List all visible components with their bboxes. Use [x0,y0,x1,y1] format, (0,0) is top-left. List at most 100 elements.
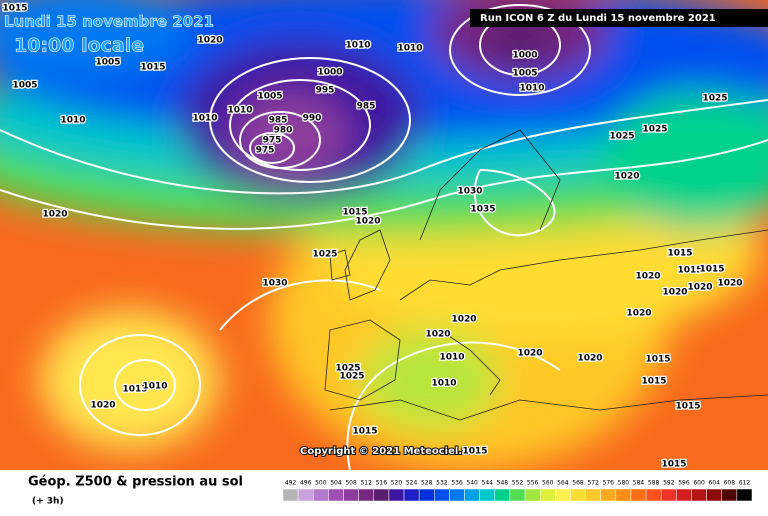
isobar-label: 1020 [451,315,476,325]
isobar-label: 1020 [577,354,602,364]
scale-label: 604 [708,480,720,487]
scale-swatch [297,488,314,502]
isobars [0,4,768,470]
scale-label: 612 [739,480,751,487]
isobar-label: 1010 [192,114,217,124]
isobar-label: 1025 [609,132,634,142]
scale-label: 496 [300,480,312,487]
isobar-label: 1015 [140,63,165,73]
coastlines [324,129,768,421]
isobar-label: 1020 [517,349,542,359]
scale-swatch [479,488,496,502]
footer-title: Géop. Z500 & pression au sol [28,475,243,490]
isobar-label: 1025 [335,364,360,374]
scale-swatch [282,488,299,502]
scale-label: 564 [557,480,569,487]
scale-swatch [434,488,450,502]
isobar-label: 985 [269,116,288,126]
color-scale: 492 496 500 504 508 512 516 520 524 528 532 536 540 5… [282,480,753,502]
isobar-label: 1020 [197,36,222,46]
isobar-label: 1020 [355,217,380,227]
isobar-label: 1005 [12,81,37,91]
isobar-label: 975 [256,146,275,156]
map [0,0,768,470]
scale-swatch [313,488,329,502]
isobar-label: 1025 [339,372,364,382]
scale-swatch [328,488,344,502]
scale-label: 600 [693,480,705,487]
isobar-label: 975 [263,136,282,146]
scale-swatch [343,488,359,502]
scale-swatch [358,488,375,502]
scale-label: 532 [436,480,448,487]
isobar-label: 1010 [397,44,422,54]
scale-label: 504 [330,480,342,487]
scale-swatch [570,488,586,502]
scale-swatch [464,488,480,502]
isobar-label: 1020 [626,309,651,319]
scale-label: 588 [648,480,660,487]
scale-swatch [388,488,405,502]
isobar-label: 1015 [667,249,692,259]
scale-swatch [524,488,541,502]
scale-label: 548 [497,480,509,487]
isobar-label: 1020 [425,330,450,340]
scale-swatch [615,488,632,502]
isobar-label: 1020 [662,288,687,298]
isobar-label: 1030 [457,187,482,197]
isobar-label: 1010 [345,41,370,51]
footer-step: (+ 3h) [32,497,64,507]
isobar-label: 1010 [142,382,167,392]
isobar-label: 1020 [717,279,742,289]
scale-swatch [539,488,556,502]
scale-swatch [691,488,707,502]
isobar-label: 1015 [661,460,686,470]
isobar-label: 1010 [439,353,464,363]
isobar-label: 1025 [642,125,667,135]
scale-swatch [555,488,571,502]
isobar-label: 1020 [614,172,639,182]
isobar-label: 1025 [702,94,727,104]
isobar-label: 1035 [470,205,495,215]
scale-swatch [509,488,526,502]
scale-swatch [660,488,677,502]
isobar-label: 1030 [262,279,287,289]
scale-swatch [645,488,662,502]
isobar-label: 1020 [90,401,115,411]
scale-swatch [403,488,420,502]
isobar-label: 1015 [645,355,670,365]
isobar-label: 1010 [519,84,544,94]
scale-swatch [585,488,601,502]
scale-swatch [373,488,390,502]
time: 10:00 locale [14,35,144,57]
isobar-label: 1015 [699,265,724,275]
scale-label: 580 [618,480,630,487]
isobar-label: 1010 [60,116,85,126]
isobar-label: 1015 [122,385,147,395]
scale-label: 596 [678,480,690,487]
scale-label: 544 [482,480,494,487]
scale-swatch [706,488,722,502]
isobar-label: 1015 [675,402,700,412]
isobar-label: 1000 [512,51,537,61]
isobar-label: 1000 [317,68,342,78]
scale-label: 552 [512,480,524,487]
scale-swatch [449,488,465,502]
isobar-label: 980 [274,126,293,136]
scale-label: 524 [406,480,418,487]
scale-label: 512 [360,480,372,487]
scale-label: 576 [603,480,615,487]
scale-label: 500 [315,480,327,487]
scale-label: 568 [572,480,584,487]
isobar-label: 1015 [641,377,666,387]
isobar-label: 985 [357,102,376,112]
isobar-label: 1020 [42,210,67,220]
scale-swatch [721,488,738,502]
isobar-label: 1015 [352,427,377,437]
isobar-label: 1020 [687,283,712,293]
isobar-label: 1010 [431,379,456,389]
scale-label: 536 [451,480,463,487]
scale-swatch [494,488,511,502]
isobar-label: 1015 [677,266,702,276]
